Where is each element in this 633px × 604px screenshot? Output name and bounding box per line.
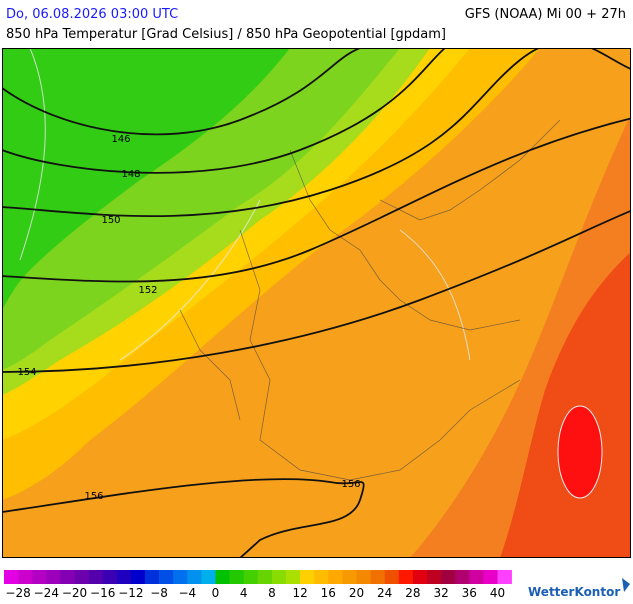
color-cell xyxy=(130,570,146,584)
color-cell xyxy=(215,570,230,584)
color-cell xyxy=(173,570,188,584)
color-cell xyxy=(483,570,498,584)
color-cell xyxy=(257,570,273,584)
scale-label: −24 xyxy=(34,586,59,600)
contour-label: 156 xyxy=(341,479,360,490)
color-cell xyxy=(469,570,484,584)
logo-icon xyxy=(622,578,630,592)
scale-label: 8 xyxy=(268,586,276,600)
scale-label: 40 xyxy=(490,586,505,600)
color-cell xyxy=(271,570,287,584)
color-cell xyxy=(328,570,343,584)
scale-label: 24 xyxy=(377,586,392,600)
color-cell xyxy=(342,570,357,584)
color-cell xyxy=(201,570,216,584)
scale-label: 32 xyxy=(433,586,448,600)
scale-label: 36 xyxy=(462,586,477,600)
color-cell xyxy=(300,570,315,584)
scale-label: −8 xyxy=(150,586,168,600)
scale-label: 28 xyxy=(405,586,420,600)
scale-label: 0 xyxy=(212,586,220,600)
color-cell xyxy=(497,570,512,584)
contour-label: 150 xyxy=(101,215,120,226)
color-cell xyxy=(384,570,400,584)
color-cell xyxy=(74,570,89,584)
color-cell xyxy=(187,570,202,584)
color-cell xyxy=(427,570,442,584)
color-cell xyxy=(102,570,118,584)
color-cell xyxy=(18,570,33,584)
scale-label: 20 xyxy=(349,586,364,600)
scale-label: −28 xyxy=(5,586,30,600)
color-cell xyxy=(356,570,371,584)
color-cell xyxy=(441,570,456,584)
scale-label: 4 xyxy=(240,586,248,600)
color-cell xyxy=(46,570,61,584)
color-cell xyxy=(286,570,301,584)
color-cell xyxy=(159,570,174,584)
model-run: GFS (NOAA) Mi 00 + 27h xyxy=(465,7,626,22)
datetime: Do, 06.08.2026 03:00 UTC xyxy=(6,7,178,22)
color-cell xyxy=(455,570,470,584)
color-cell xyxy=(314,570,329,584)
scale-label: −4 xyxy=(178,586,196,600)
color-cell xyxy=(60,570,75,584)
map xyxy=(2,48,631,558)
contour-label: 152 xyxy=(138,285,157,296)
scale-label: −16 xyxy=(90,586,115,600)
color-cell xyxy=(88,570,103,584)
subtitle: 850 hPa Temperatur [Grad Celsius] / 850 … xyxy=(6,27,446,42)
contour-label: 146 xyxy=(111,134,130,145)
color-cell xyxy=(412,570,428,584)
color-cell xyxy=(32,570,47,584)
color-cell xyxy=(229,570,244,584)
color-cell xyxy=(145,570,160,584)
contour-label: 148 xyxy=(121,169,140,180)
color-cell xyxy=(370,570,385,584)
scale-label: −20 xyxy=(62,586,87,600)
contour-label: 156 xyxy=(84,491,103,502)
logo: WetterKontor xyxy=(528,585,620,599)
color-scale: −28 −24 −20 −16 −12 −8 −4 0 4 8 12 16 20 24 28 32 36 40 xyxy=(4,570,512,600)
color-cell xyxy=(116,570,132,584)
scale-label: −12 xyxy=(118,586,143,600)
color-cell xyxy=(4,570,19,584)
scale-label: 16 xyxy=(321,586,336,600)
contour-labels: 146 148 150 152 154 156 156 xyxy=(17,134,360,502)
scale-label: 12 xyxy=(292,586,307,600)
contour-label: 154 xyxy=(17,367,36,378)
color-cell xyxy=(398,570,414,584)
color-cell xyxy=(243,570,259,584)
